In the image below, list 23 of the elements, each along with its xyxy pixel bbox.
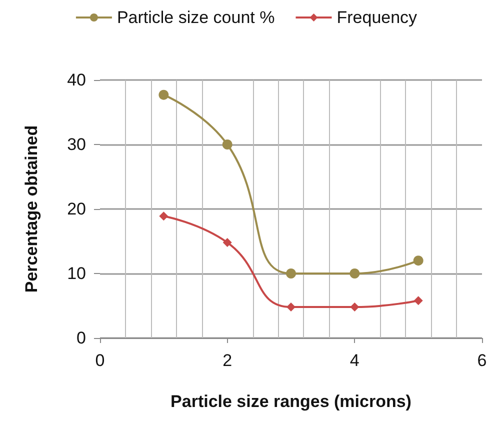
x-axis-title: Particle size ranges (microns): [170, 392, 412, 411]
point: [350, 268, 360, 278]
y-tick-label: 10: [67, 264, 86, 283]
point: [413, 256, 424, 266]
point: [414, 296, 423, 306]
point: [159, 212, 168, 221]
y-tick-label: 30: [67, 135, 86, 154]
point: [286, 268, 296, 278]
y-tick-label: 20: [67, 200, 86, 218]
point: [286, 302, 296, 312]
point: [158, 90, 169, 100]
y-axis-title: Percentage obtained: [22, 125, 41, 293]
legend-label: Particle size count %: [116, 8, 275, 27]
x-tick-label: 6: [477, 351, 487, 370]
x-tick-label: 0: [95, 351, 105, 370]
x-tick-label: 4: [350, 351, 360, 370]
x-tick-label: 2: [222, 351, 232, 370]
point: [222, 140, 232, 150]
point: [222, 238, 232, 248]
legend-label: Frequency: [336, 8, 418, 27]
point: [350, 302, 360, 312]
y-tick-label: 0: [76, 328, 86, 348]
y-tick-label: 40: [67, 70, 86, 90]
